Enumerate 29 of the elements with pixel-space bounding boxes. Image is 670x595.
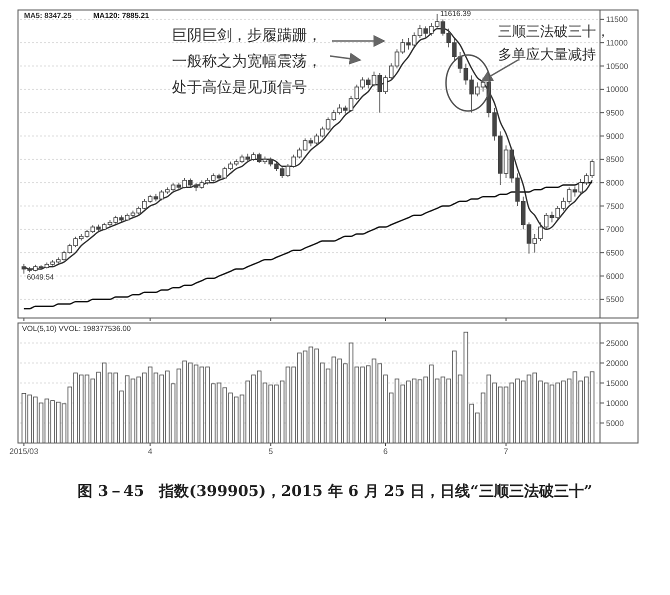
y-tick-label: 6000 (606, 272, 624, 281)
x-tick-label: 7 (504, 447, 509, 456)
y-tick-label: 9000 (606, 132, 624, 141)
x-tick-label: 4 (148, 447, 153, 456)
annotation: 巨阴巨剑，步履蹒跚， (172, 26, 322, 44)
x-tick-label: 5 (268, 447, 274, 456)
annotation: 处于高位是见顶信号 (172, 78, 307, 96)
y-tick-label: 8500 (606, 155, 624, 164)
y-tick-label: 15000 (606, 378, 629, 388)
y-tick-label: 6500 (606, 248, 624, 258)
y-tick-label: 7000 (606, 225, 624, 234)
annotation: 三顺三法破三十， (498, 24, 610, 40)
y-tick-label: 11500 (606, 15, 628, 24)
annotation: 多单应大量减持 (498, 47, 596, 63)
x-tick-label: 2015/03 (9, 447, 39, 456)
y-tick-label: 10000 (606, 85, 629, 94)
y-tick-label: 20000 (606, 358, 629, 368)
y-tick-label: 25000 (606, 338, 629, 348)
annotation: 一般称之为宽幅震荡， (172, 52, 322, 70)
y-tick-label: 10500 (606, 62, 629, 71)
y-tick-label: 10000 (606, 398, 629, 408)
y-tick-label: 7500 (606, 202, 624, 211)
y-tick-label: 5500 (606, 295, 624, 304)
x-tick-label: 6 (383, 447, 388, 456)
y-tick-label: 9500 (606, 108, 624, 118)
y-tick-label: 11000 (606, 38, 628, 48)
y-tick-label: 8000 (606, 178, 624, 188)
text: 图 3－45 指数(399905)，2015 年 6 月 25 日，日线“三顺三法破三十” (78, 482, 592, 500)
y-tick-label: 5000 (606, 418, 624, 428)
